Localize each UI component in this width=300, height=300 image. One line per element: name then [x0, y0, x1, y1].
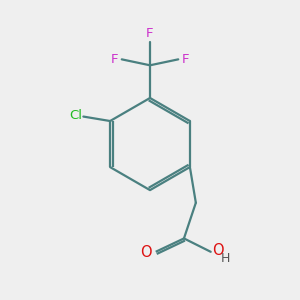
Text: O: O: [140, 245, 152, 260]
Text: H: H: [220, 252, 230, 265]
Text: F: F: [146, 27, 154, 40]
Text: O: O: [212, 243, 224, 258]
Text: F: F: [182, 53, 189, 66]
Text: F: F: [111, 53, 118, 66]
Text: Cl: Cl: [69, 109, 82, 122]
